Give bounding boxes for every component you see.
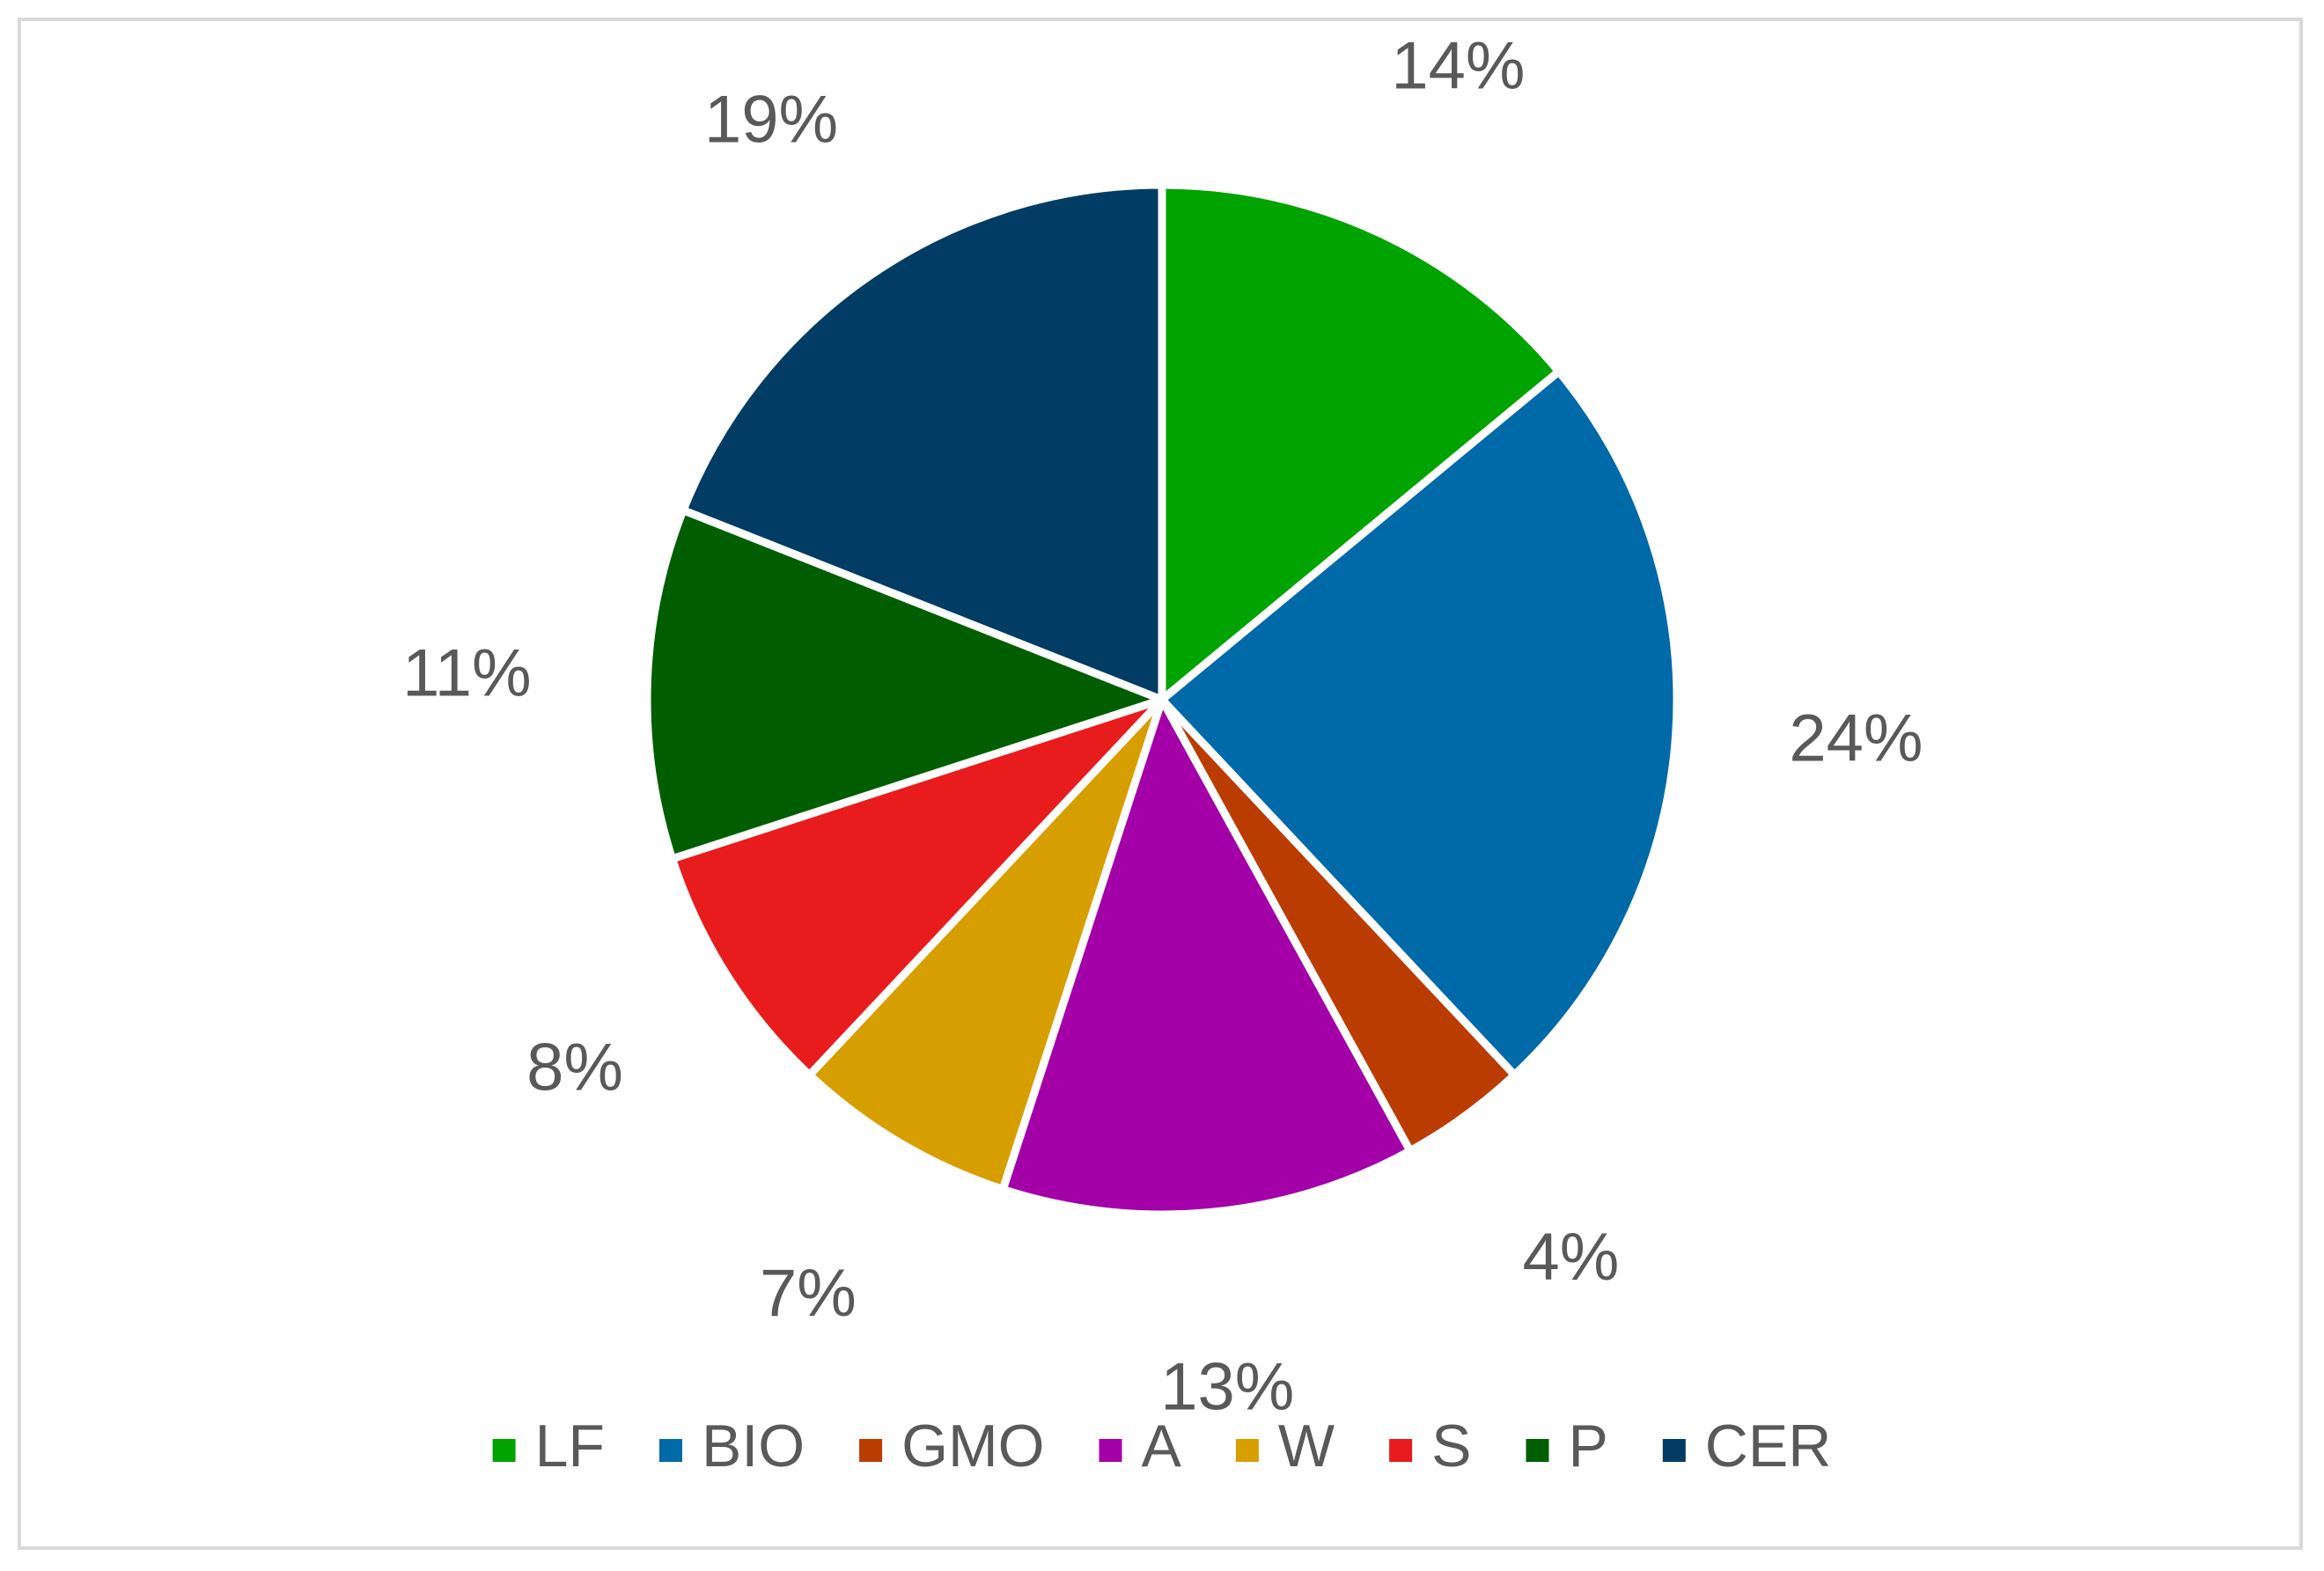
legend-swatch-bio xyxy=(659,1439,682,1462)
data-label-gmo: 4% xyxy=(1522,1220,1619,1295)
pie-slice-s xyxy=(668,695,1166,1079)
data-label-lf: 14% xyxy=(1391,28,1525,103)
legend-label-lf: LF xyxy=(535,1413,605,1479)
legend-label-gmo: GMO xyxy=(901,1413,1044,1479)
legend-label-a: A xyxy=(1142,1413,1182,1479)
pie-slice-p xyxy=(643,506,1166,863)
legend-swatch-gmo xyxy=(859,1439,883,1462)
legend-label-w: W xyxy=(1278,1413,1335,1479)
legend-swatch-a xyxy=(1099,1439,1122,1462)
pie-slice-w xyxy=(805,695,1166,1193)
data-label-s: 8% xyxy=(526,1030,623,1105)
legend: LF BIO GMO A W S P CER xyxy=(492,1413,1832,1479)
data-label-cer: 19% xyxy=(704,83,838,158)
legend-label-cer: CER xyxy=(1705,1413,1832,1479)
legend-swatch-p xyxy=(1526,1439,1549,1462)
pie-slice-bio xyxy=(1158,367,1681,1079)
data-label-w: 7% xyxy=(760,1256,857,1331)
legend-swatch-w xyxy=(1235,1439,1259,1462)
data-label-p: 11% xyxy=(402,635,531,710)
legend-swatch-s xyxy=(1389,1439,1413,1462)
legend-swatch-lf xyxy=(492,1439,516,1462)
legend-label-s: S xyxy=(1431,1413,1471,1479)
pie-slice-a xyxy=(998,695,1415,1219)
pie-slices xyxy=(643,180,1681,1219)
legend-label-bio: BIO xyxy=(702,1413,805,1479)
pie-slice-lf xyxy=(1158,180,1563,704)
legend-swatch-cer xyxy=(1662,1439,1686,1462)
pie-data-labels: 14% 24% 4% 13% 7% 8% 11% 19% xyxy=(402,28,1923,1424)
legend-label-p: P xyxy=(1569,1413,1608,1479)
data-label-a: 13% xyxy=(1160,1350,1294,1425)
pie-slice-cer xyxy=(679,180,1166,704)
data-label-bio: 24% xyxy=(1789,701,1923,776)
